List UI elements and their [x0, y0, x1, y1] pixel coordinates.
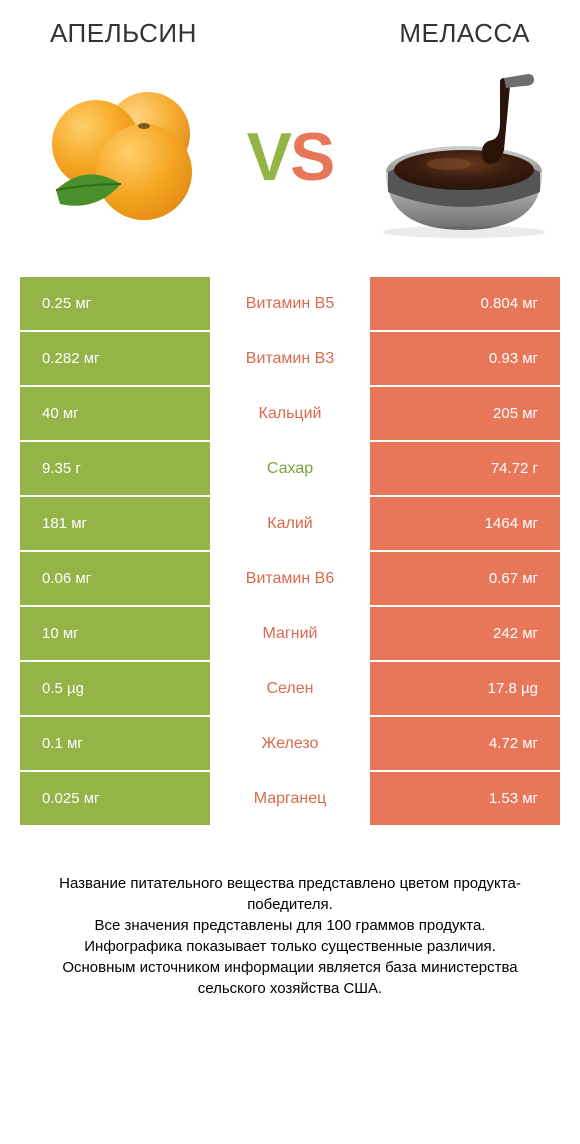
- footer-text: Название питательного вещества представл…: [20, 873, 560, 999]
- footer-line: Название питательного вещества представл…: [30, 873, 550, 915]
- nutrient-label: Сахар: [210, 442, 370, 495]
- right-value: 0.804 мг: [370, 277, 560, 330]
- nutrient-label: Витамин B6: [210, 552, 370, 605]
- left-value: 9.35 г: [20, 442, 210, 495]
- right-value: 1464 мг: [370, 497, 560, 550]
- table-row: 0.5 µgСелен17.8 µg: [20, 662, 560, 715]
- nutrient-label: Магний: [210, 607, 370, 660]
- nutrient-label: Витамин B3: [210, 332, 370, 385]
- left-value: 0.5 µg: [20, 662, 210, 715]
- table-row: 0.25 мгВитамин B50.804 мг: [20, 277, 560, 330]
- table-row: 181 мгКалий1464 мг: [20, 497, 560, 550]
- nutrient-label: Железо: [210, 717, 370, 770]
- nutrient-label: Витамин B5: [210, 277, 370, 330]
- left-product-title: АПЕЛЬСИН: [50, 18, 197, 49]
- left-value: 0.025 мг: [20, 772, 210, 825]
- left-value: 0.06 мг: [20, 552, 210, 605]
- vs-v: V: [247, 119, 290, 195]
- left-value: 0.1 мг: [20, 717, 210, 770]
- molasses-icon: [354, 72, 554, 242]
- table-row: 0.282 мгВитамин B30.93 мг: [20, 332, 560, 385]
- footer-line: Инфографика показывает только существенн…: [30, 936, 550, 957]
- right-value: 4.72 мг: [370, 717, 560, 770]
- nutrient-label: Марганец: [210, 772, 370, 825]
- right-value: 205 мг: [370, 387, 560, 440]
- right-product-image: [354, 72, 554, 242]
- left-value: 0.25 мг: [20, 277, 210, 330]
- images-row: VS: [20, 67, 560, 247]
- table-row: 40 мгКальций205 мг: [20, 387, 560, 440]
- vs-label: VS: [247, 118, 334, 196]
- right-product-title: МЕЛАССА: [399, 18, 530, 49]
- footer-line: Все значения представлены для 100 граммо…: [30, 915, 550, 936]
- right-value: 242 мг: [370, 607, 560, 660]
- table-row: 9.35 гСахар74.72 г: [20, 442, 560, 495]
- table-row: 0.025 мгМарганец1.53 мг: [20, 772, 560, 825]
- nutrient-label: Кальций: [210, 387, 370, 440]
- nutrient-label: Калий: [210, 497, 370, 550]
- table-row: 0.06 мгВитамин B60.67 мг: [20, 552, 560, 605]
- right-value: 0.93 мг: [370, 332, 560, 385]
- left-value: 10 мг: [20, 607, 210, 660]
- nutrient-label: Селен: [210, 662, 370, 715]
- titles-row: АПЕЛЬСИН МЕЛАССА: [20, 18, 560, 49]
- right-value: 74.72 г: [370, 442, 560, 495]
- left-product-image: [26, 72, 226, 242]
- orange-icon: [26, 72, 226, 242]
- comparison-rows: 0.25 мгВитамин B50.804 мг0.282 мгВитамин…: [20, 277, 560, 825]
- right-value: 1.53 мг: [370, 772, 560, 825]
- left-value: 40 мг: [20, 387, 210, 440]
- table-row: 10 мгМагний242 мг: [20, 607, 560, 660]
- left-value: 0.282 мг: [20, 332, 210, 385]
- right-value: 0.67 мг: [370, 552, 560, 605]
- table-row: 0.1 мгЖелезо4.72 мг: [20, 717, 560, 770]
- vs-s: S: [290, 119, 333, 195]
- right-value: 17.8 µg: [370, 662, 560, 715]
- left-value: 181 мг: [20, 497, 210, 550]
- footer-line: Основным источником информации является …: [30, 957, 550, 999]
- comparison-infographic: АПЕЛЬСИН МЕЛАССА VS: [0, 0, 580, 1144]
